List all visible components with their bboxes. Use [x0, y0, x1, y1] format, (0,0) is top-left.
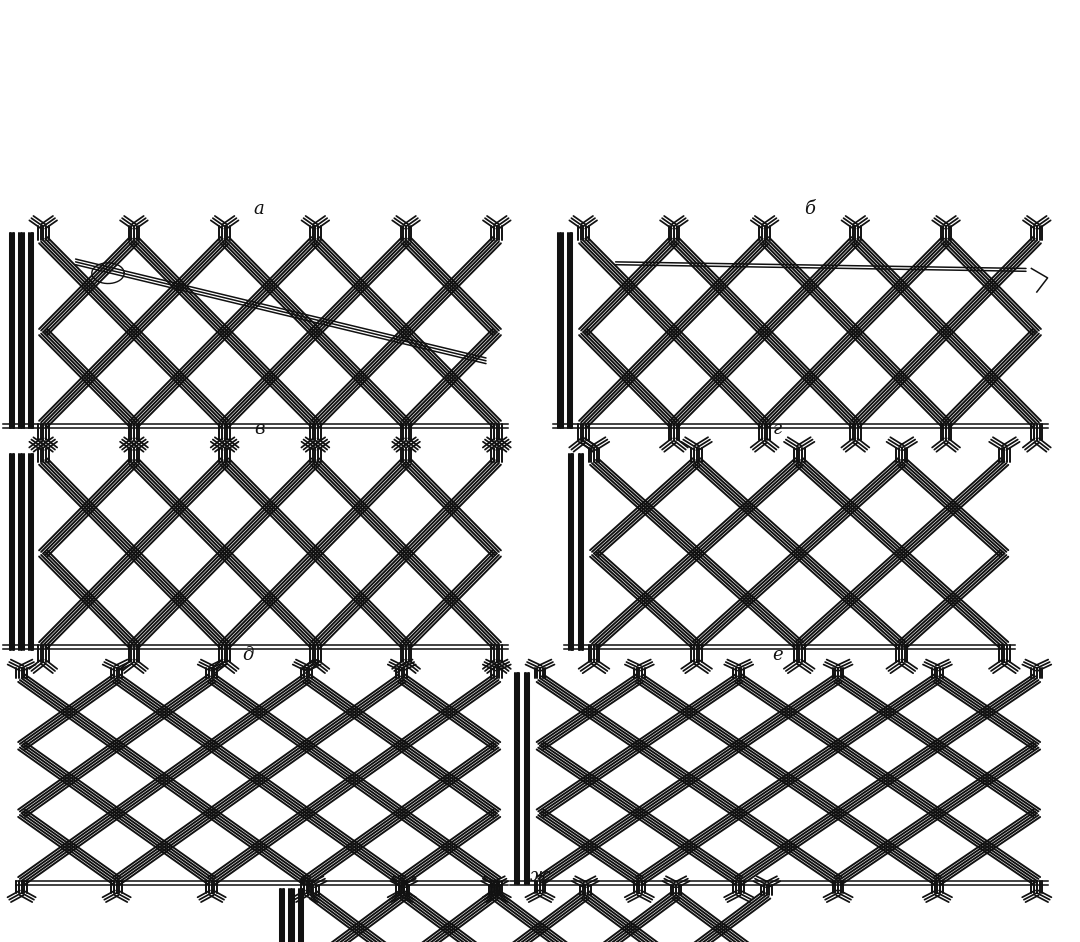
Text: б: б — [805, 200, 815, 219]
Text: д: д — [243, 645, 254, 664]
Text: г: г — [773, 419, 782, 438]
Text: в: в — [254, 419, 265, 438]
Text: е: е — [772, 645, 783, 664]
Text: а: а — [254, 200, 265, 219]
Text: ж: ж — [530, 867, 550, 885]
